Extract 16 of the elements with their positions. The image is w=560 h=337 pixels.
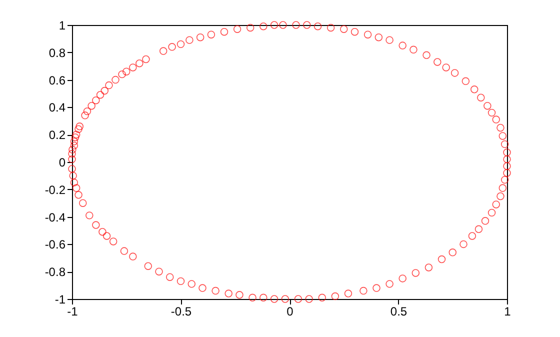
x-tick-label: -1	[67, 304, 78, 318]
x-tick-label: -0.5	[170, 304, 192, 318]
y-tick-label: -0.4	[44, 210, 66, 224]
y-tick-label: -1	[54, 292, 66, 306]
y-tick-label: 0	[58, 156, 66, 170]
y-tick-label: -0.8	[44, 265, 66, 280]
y-tick-label: 0.2	[48, 128, 66, 142]
y-tick-label: 0.8	[48, 46, 66, 60]
y-tick-label: 0.6	[48, 73, 66, 88]
x-tick-label: 0.5	[390, 304, 408, 318]
y-tick-label: -0.2	[44, 182, 66, 197]
x-tick-label: 0	[286, 304, 294, 318]
y-tick-label: 0.4	[48, 100, 66, 115]
y-tick-label: -0.6	[44, 238, 66, 252]
x-tick-label: 1	[504, 304, 512, 318]
y-tick-label: 1	[58, 18, 66, 32]
